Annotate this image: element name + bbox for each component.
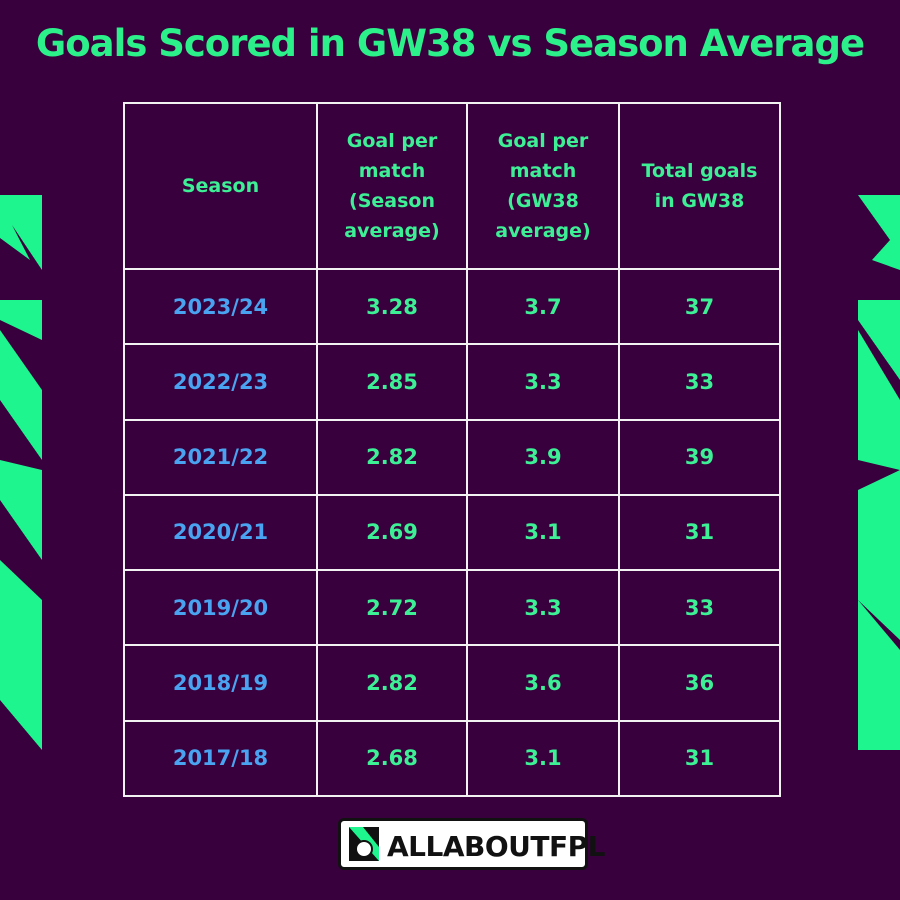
table-row: 2018/19 2.82 3.6 36	[123, 644, 781, 722]
table-row: 2019/20 2.72 3.3 33	[123, 569, 781, 647]
value-cell: 31	[618, 493, 781, 572]
value-cell: 3.6	[466, 644, 620, 722]
value-cell: 3.9	[466, 418, 620, 496]
season-cell: 2022/23	[123, 343, 318, 421]
table-row: 2023/24 3.28 3.7 37	[123, 267, 781, 346]
season-cell: 2018/19	[123, 644, 318, 722]
season-cell: 2021/22	[123, 418, 318, 496]
season-cell: 2019/20	[123, 569, 318, 647]
header-cell: Season	[123, 102, 318, 270]
value-cell: 33	[618, 343, 781, 421]
header-row: Season Goal per match (Season average) Goa…	[123, 102, 781, 270]
value-cell: 2.82	[316, 644, 468, 722]
season-cell: 2017/18	[123, 719, 318, 798]
table-row: 2020/21 2.69 3.1 31	[123, 493, 781, 572]
value-cell: 2.69	[316, 493, 468, 572]
table-row: 2022/23 2.85 3.3 33	[123, 343, 781, 421]
value-cell: 3.28	[316, 267, 468, 346]
value-cell: 3.3	[466, 343, 620, 421]
value-cell: 2.68	[316, 719, 468, 798]
logo-icon	[349, 827, 379, 861]
table-body: 2023/24 3.28 3.7 37 2022/23 2.85 3.3 33 2021/22 2…	[123, 267, 781, 798]
table: Season Goal per match (Season average) Goa…	[123, 102, 781, 798]
logo-text: ALLABOUTFPL	[387, 830, 606, 863]
value-cell: 2.82	[316, 418, 468, 496]
season-cell: 2023/24	[123, 267, 318, 346]
value-cell: 3.1	[466, 719, 620, 798]
logo: ALLABOUTFPL	[338, 818, 606, 870]
value-cell: 36	[618, 644, 781, 722]
value-cell: 33	[618, 569, 781, 647]
title: Goals Scored in GW38 vs Season Average	[35, 22, 865, 65]
value-cell: 3.1	[466, 493, 620, 572]
value-cell: 39	[618, 418, 781, 496]
season-cell: 2020/21	[123, 493, 318, 572]
header-cell: Goal per match (Season average)	[316, 102, 468, 270]
header-cell: Total goals in GW38	[618, 102, 781, 270]
value-cell: 2.72	[316, 569, 468, 647]
value-cell: 3.7	[466, 267, 620, 346]
value-cell: 2.85	[316, 343, 468, 421]
table-row: 2021/22 2.82 3.9 39	[123, 418, 781, 496]
table-row: 2017/18 2.68 3.1 31	[123, 719, 781, 798]
value-cell: 3.3	[466, 569, 620, 647]
value-cell: 31	[618, 719, 781, 798]
value-cell: 37	[618, 267, 781, 346]
header-cell: Goal per match (GW38 average)	[466, 102, 620, 270]
